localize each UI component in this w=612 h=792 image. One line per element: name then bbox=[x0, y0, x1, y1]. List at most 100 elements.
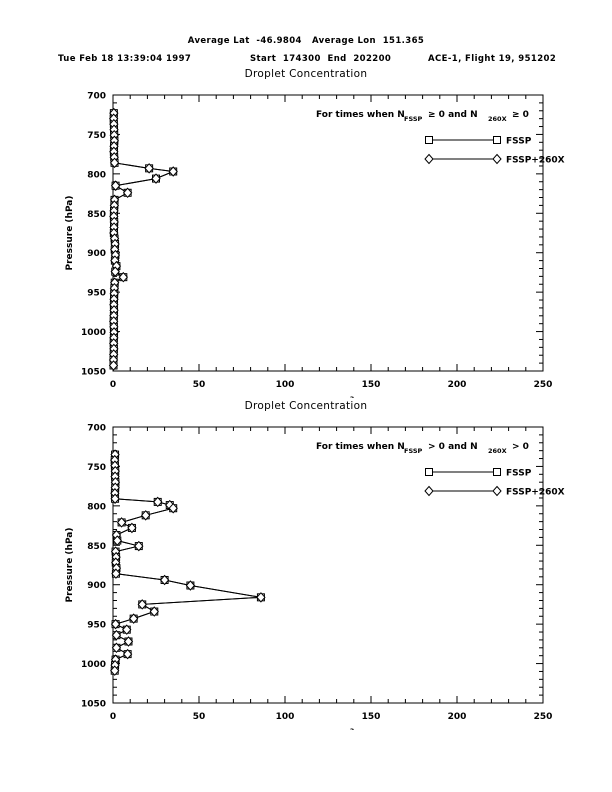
legend-label-fssp260x: FSSP+260X bbox=[506, 488, 565, 498]
plot-frame bbox=[112, 94, 544, 372]
svg-text:FSSP: FSSP bbox=[404, 115, 423, 123]
condition-annotation: For times when N FSSP > 0 and N 260X > 0 bbox=[316, 442, 529, 455]
x-tick-label: 50 bbox=[193, 380, 206, 390]
marker-diamond bbox=[110, 266, 120, 277]
marker-diamond bbox=[151, 173, 161, 184]
marker-diamond bbox=[168, 502, 178, 514]
x-tick-label: 150 bbox=[362, 380, 381, 390]
droplet-concentration-plot-top: 0 50 100 150 200 250 700 750 800 850 900 950 1000 105… bbox=[65, 92, 565, 399]
y-tick-label: 950 bbox=[87, 621, 106, 631]
header-times: Start 174300 End 202200 bbox=[250, 54, 392, 64]
x-tick-label: 0 bbox=[110, 712, 116, 722]
y-tick-label: 1000 bbox=[81, 328, 106, 338]
y-tick-label: 1050 bbox=[81, 368, 106, 378]
y-tick-label: 700 bbox=[87, 424, 106, 434]
svg-text:For times when N: For times when N bbox=[316, 110, 405, 120]
svg-text:> 0 and N: > 0 and N bbox=[428, 442, 478, 452]
legend-item-fssp260x: FSSP+260X bbox=[424, 485, 565, 498]
svg-text:-3: -3 bbox=[347, 395, 354, 398]
svg-text:260X: 260X bbox=[488, 447, 507, 455]
legend-item-fssp: FSSP bbox=[425, 468, 532, 479]
marker-diamond bbox=[111, 568, 121, 579]
chart-panel-top: Droplet Concentration 0 50 100 150 200 250 700… bbox=[0, 68, 612, 398]
y-tick-label: 900 bbox=[87, 581, 106, 591]
marker-diamond bbox=[110, 493, 120, 505]
marker-diamond bbox=[168, 166, 178, 177]
marker-diamond bbox=[122, 648, 133, 660]
svg-text:260X: 260X bbox=[488, 115, 507, 123]
x-tick-label: 250 bbox=[534, 380, 553, 390]
y-tick-label: 800 bbox=[87, 170, 106, 180]
condition-annotation: For times when N FSSP ≥ 0 and N 260X ≥ 0 bbox=[316, 110, 529, 123]
y-tick-label: 1050 bbox=[81, 700, 106, 710]
marker-diamond bbox=[134, 540, 144, 552]
legend: FSSP FSSP+260X bbox=[424, 468, 565, 498]
y-tick-label: 850 bbox=[87, 210, 106, 220]
marker-diamond bbox=[108, 360, 119, 371]
marker-diamond bbox=[153, 496, 163, 508]
svg-text:≥ 0: ≥ 0 bbox=[512, 110, 529, 120]
legend-item-fssp260x: FSSP+260X bbox=[424, 153, 565, 166]
svg-text:-3: -3 bbox=[347, 727, 354, 730]
marker-diamond bbox=[424, 153, 434, 165]
x-tick-label: 100 bbox=[276, 712, 295, 722]
legend-label-fssp: FSSP bbox=[506, 469, 532, 479]
marker-diamond bbox=[185, 580, 196, 591]
y-tick-label: 900 bbox=[87, 249, 106, 259]
x-tick-label: 50 bbox=[193, 712, 206, 722]
marker-diamond bbox=[149, 606, 159, 617]
y-tick-label: 750 bbox=[87, 131, 106, 141]
series-line bbox=[114, 454, 262, 671]
marker-square bbox=[425, 136, 433, 144]
x-tick-label: 200 bbox=[448, 380, 467, 390]
svg-text:For times when N: For times when N bbox=[316, 442, 405, 452]
svg-text:≥ 0 and N: ≥ 0 and N bbox=[428, 110, 478, 120]
series-line bbox=[113, 113, 176, 366]
series-line bbox=[114, 454, 262, 671]
header-date: Tue Feb 18 13:39:04 1997 bbox=[58, 54, 192, 64]
chart-title-top: Droplet Concentration bbox=[244, 68, 368, 80]
marker-diamond bbox=[137, 599, 147, 610]
chart-panel-bottom: Droplet Concentration 0 50 100 150 200 250 700… bbox=[0, 400, 612, 730]
x-tick-label: 150 bbox=[362, 712, 381, 722]
x-tick-label: 100 bbox=[276, 380, 295, 390]
marker-diamond bbox=[118, 271, 128, 283]
marker-diamond bbox=[109, 157, 120, 169]
marker-diamond bbox=[144, 163, 154, 174]
x-axis-label: N (# cm-3) bbox=[347, 395, 354, 398]
legend-item-fssp: FSSP bbox=[425, 136, 532, 147]
legend: FSSP FSSP+260X bbox=[424, 136, 565, 166]
header-latlon: Average Lat -46.9804 Average Lon 151.365 bbox=[187, 36, 425, 46]
plot-frame bbox=[112, 426, 544, 704]
y-axis-label: Pressure (hPa) bbox=[65, 196, 75, 271]
marker-diamond bbox=[123, 636, 134, 647]
data-series-fssp-260x bbox=[108, 107, 178, 371]
header-flight: ACE-1, Flight 19, 951202 bbox=[428, 54, 557, 64]
x-axis-label: N (# cm-3) bbox=[347, 727, 354, 730]
marker-diamond bbox=[141, 510, 151, 521]
y-tick-label: 850 bbox=[87, 542, 106, 552]
x-tick-label: 0 bbox=[110, 380, 116, 390]
marker-diamond bbox=[424, 485, 434, 497]
y-axis-label: Pressure (hPa) bbox=[65, 528, 75, 603]
svg-text:> 0: > 0 bbox=[512, 442, 529, 452]
x-tick-label: 200 bbox=[448, 712, 467, 722]
marker-diamond bbox=[159, 574, 170, 586]
x-tick-label: 250 bbox=[534, 712, 553, 722]
marker-diamond bbox=[128, 613, 139, 624]
chart-title-bottom: Droplet Concentration bbox=[244, 400, 368, 412]
y-tick-label: 950 bbox=[87, 289, 106, 299]
y-tick-label: 750 bbox=[87, 463, 106, 473]
legend-label-fssp260x: FSSP+260X bbox=[506, 156, 565, 166]
y-tick-label: 1000 bbox=[81, 660, 106, 670]
legend-label-fssp: FSSP bbox=[506, 137, 532, 147]
y-tick-label: 700 bbox=[87, 92, 106, 102]
marker-square bbox=[493, 468, 501, 476]
marker-diamond bbox=[122, 624, 132, 635]
marker-diamond bbox=[111, 629, 122, 641]
droplet-concentration-plot-bottom: 0 50 100 150 200 250 700 750 800 850 900 950 1000 105… bbox=[65, 424, 565, 731]
data-series-fssp bbox=[109, 109, 178, 370]
marker-diamond bbox=[122, 187, 133, 199]
marker-square bbox=[493, 136, 501, 144]
series-line bbox=[113, 113, 176, 366]
